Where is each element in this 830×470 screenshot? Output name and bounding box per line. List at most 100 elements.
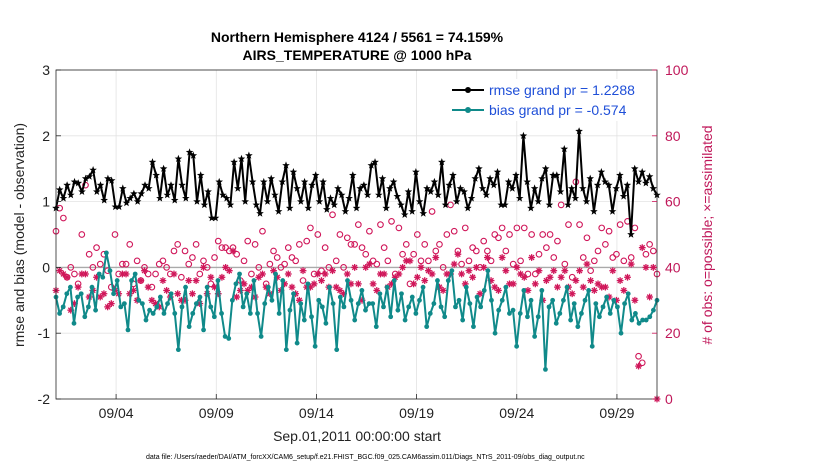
plot-frame (55, 69, 658, 400)
assimilated-point (74, 283, 82, 291)
rmse-point (304, 204, 313, 212)
possible-point (288, 254, 296, 261)
bias-point (489, 297, 494, 303)
rmse-point (334, 184, 342, 192)
possible-point (122, 260, 130, 268)
possible-point (425, 257, 432, 265)
asterisk-stroke (289, 284, 295, 291)
asterisk-stroke (525, 287, 531, 294)
asterisk-stroke (632, 297, 638, 304)
possible-point (520, 224, 528, 232)
rmse-point (512, 171, 520, 179)
bias-point (345, 278, 350, 283)
x-tick-label: 09/04 (99, 405, 134, 421)
rmse-point (363, 191, 372, 199)
rmse-point (89, 166, 97, 174)
y-right-tick-label: 80 (665, 128, 681, 144)
possible-point (436, 241, 443, 248)
bias-point (121, 301, 127, 306)
asterisk-stroke (381, 271, 388, 277)
rmse-point (63, 181, 71, 189)
bias-point (330, 301, 336, 306)
rmse-point (115, 202, 123, 211)
assimilated-point (576, 267, 583, 275)
bias-point (651, 307, 656, 313)
possible-point (351, 241, 359, 248)
rmse-point (285, 204, 294, 212)
rmse-point (167, 181, 175, 189)
possible-point (502, 247, 510, 255)
bias-point (89, 284, 95, 290)
assimilated-point (528, 254, 536, 261)
rmse-point (371, 158, 379, 166)
possible-point (531, 270, 539, 278)
asterisk-stroke (311, 280, 317, 287)
assimilated-point (410, 280, 418, 288)
asterisk-stroke (620, 287, 627, 294)
rmse-point (70, 177, 79, 186)
asterisk-stroke (222, 264, 229, 271)
rmse-point (130, 189, 138, 197)
bias-point (186, 324, 192, 330)
bias-point (312, 343, 318, 349)
bias-point (247, 311, 253, 316)
bias-point (607, 311, 613, 316)
bias-point (420, 284, 426, 290)
possible-point (465, 257, 473, 265)
bias-point (571, 301, 577, 306)
bias-point (201, 327, 206, 333)
bias-point (334, 347, 340, 353)
possible-point (233, 250, 241, 258)
asterisk-stroke (333, 284, 340, 291)
bias-point (93, 307, 98, 313)
bias-point (532, 334, 538, 339)
assimilated-point (635, 362, 642, 370)
rmse-point (170, 196, 179, 204)
rmse-point (144, 184, 153, 192)
bias-point (355, 301, 361, 306)
asterisk-stroke (64, 274, 70, 281)
assimilated-point (96, 293, 104, 301)
bias-point (471, 324, 476, 330)
rmse-point (389, 177, 398, 186)
assimilated-point (122, 270, 130, 278)
possible-point (284, 244, 292, 252)
rmse-point (515, 194, 524, 202)
possible-point (443, 231, 451, 238)
possible-point (557, 201, 565, 209)
possible-point (395, 224, 403, 232)
bias-point (85, 304, 91, 310)
assimilated-point (480, 264, 488, 271)
possible-point (402, 241, 410, 248)
assimilated-point (624, 273, 631, 281)
asterisk-stroke (207, 274, 214, 281)
possible-point (439, 264, 447, 271)
asterisk-stroke (396, 271, 402, 277)
asterisk-stroke (573, 277, 579, 284)
rmse-point (582, 197, 591, 205)
asterisk-stroke (60, 271, 67, 277)
bias-point (237, 271, 242, 277)
bias-point (75, 294, 80, 300)
possible-point (620, 257, 628, 265)
assimilated-point (351, 264, 359, 271)
rmse-point (193, 197, 201, 205)
legend-bias-label: bias grand pr = -0.574 (489, 102, 627, 118)
asterisk-stroke (432, 254, 439, 261)
asterisk-stroke (141, 267, 148, 274)
bias-point (150, 311, 156, 316)
asterisk-stroke (329, 267, 336, 274)
rmse-point (352, 204, 361, 212)
bias-point (319, 304, 325, 310)
rmse-point (252, 200, 261, 209)
asterisk-stroke (591, 287, 598, 294)
bias-point (377, 291, 383, 297)
bias-point (543, 366, 548, 372)
rmse-point (200, 200, 209, 209)
bias-point (175, 347, 181, 353)
bias-point (215, 278, 221, 283)
possible-point (299, 277, 307, 284)
bias-point (593, 301, 599, 306)
possible-point (366, 227, 373, 235)
rmse-point (126, 194, 134, 202)
